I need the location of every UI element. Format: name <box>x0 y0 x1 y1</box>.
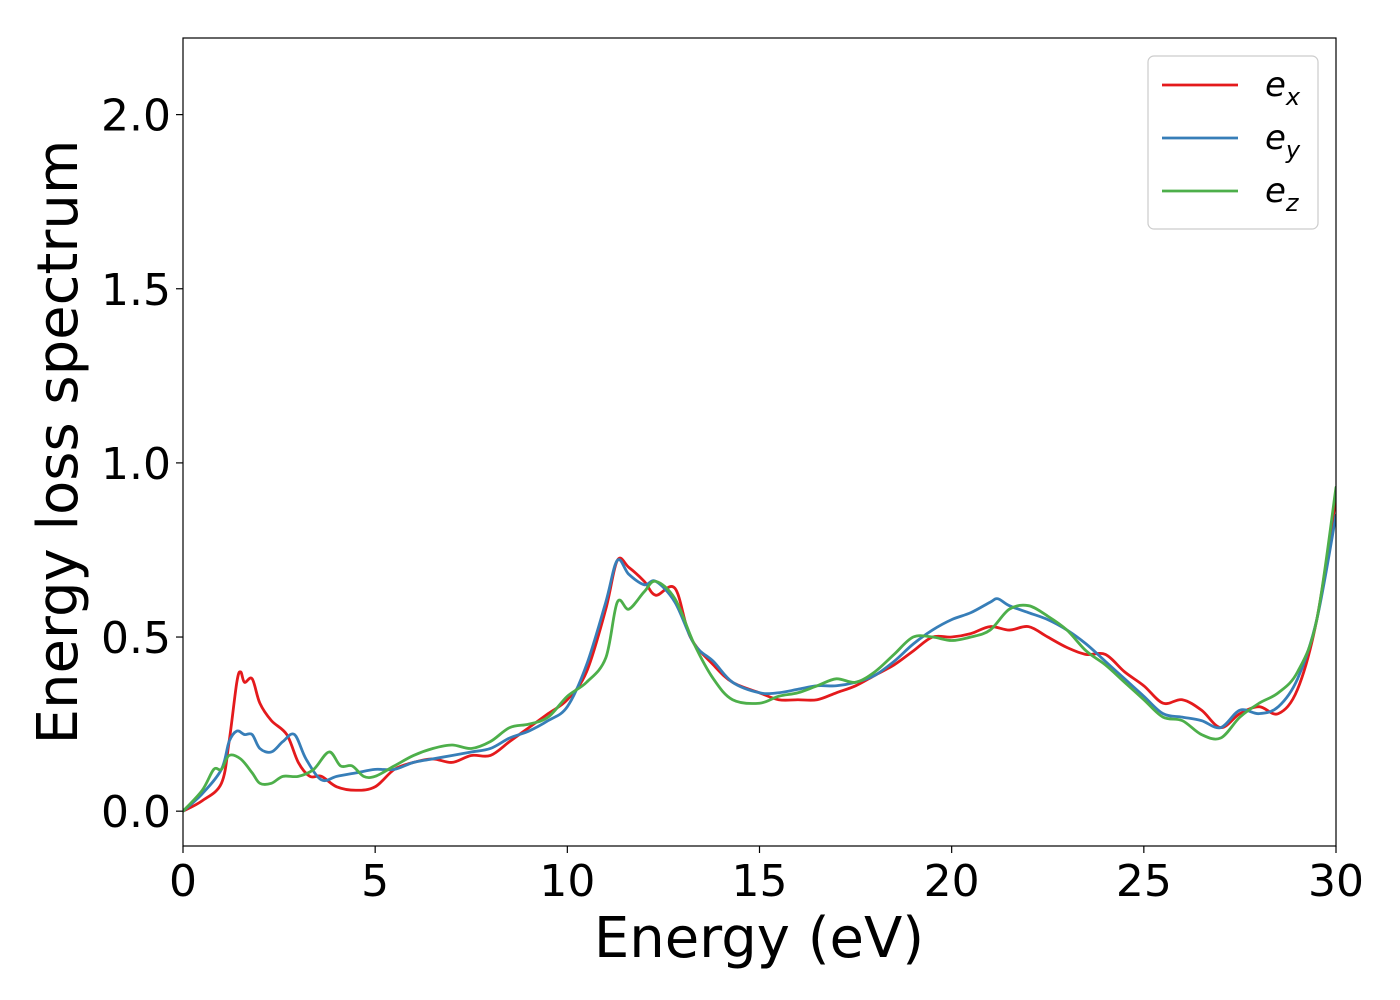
series-line-x <box>183 496 1336 813</box>
x-tick-label: 10 <box>539 856 595 907</box>
y-tick-label: 2.0 <box>101 91 171 142</box>
y-tick-label: 1.5 <box>101 265 171 316</box>
y-axis-ticks: 0.0 0.5 1.0 1.5 2.0 <box>101 91 183 838</box>
x-tick-label: 5 <box>361 856 389 907</box>
y-tick-label: 1.0 <box>101 439 171 490</box>
y-axis-title: Energy loss spectrum <box>26 140 91 745</box>
legend-label-y: ey <box>1265 118 1301 164</box>
series-line-z <box>183 485 1336 813</box>
x-tick-label: 30 <box>1308 856 1364 907</box>
legend-label-main: e <box>1265 65 1286 105</box>
legend-label-x: ex <box>1265 65 1301 111</box>
legend-box <box>1147 55 1319 230</box>
series-line-y <box>183 513 1336 813</box>
x-tick-label: 15 <box>732 856 788 907</box>
legend-label-subscript: z <box>1285 189 1300 217</box>
x-tick-label: 25 <box>1116 856 1172 907</box>
x-axis-ticks: 0 5 10 15 20 25 30 <box>169 846 1364 907</box>
x-axis-title: Energy (eV) <box>594 906 924 971</box>
legend-label-main: e <box>1265 118 1286 158</box>
y-tick-label: 0.5 <box>101 613 171 664</box>
legend-label-subscript: x <box>1285 83 1301 111</box>
series-layer <box>183 485 1336 813</box>
y-tick-label: 0.0 <box>101 787 171 838</box>
x-tick-label: 20 <box>924 856 980 907</box>
legend-label-main: e <box>1265 171 1286 211</box>
legend-label-subscript: y <box>1285 136 1301 164</box>
legend-label-z: ez <box>1265 171 1300 217</box>
x-tick-label: 0 <box>169 856 197 907</box>
